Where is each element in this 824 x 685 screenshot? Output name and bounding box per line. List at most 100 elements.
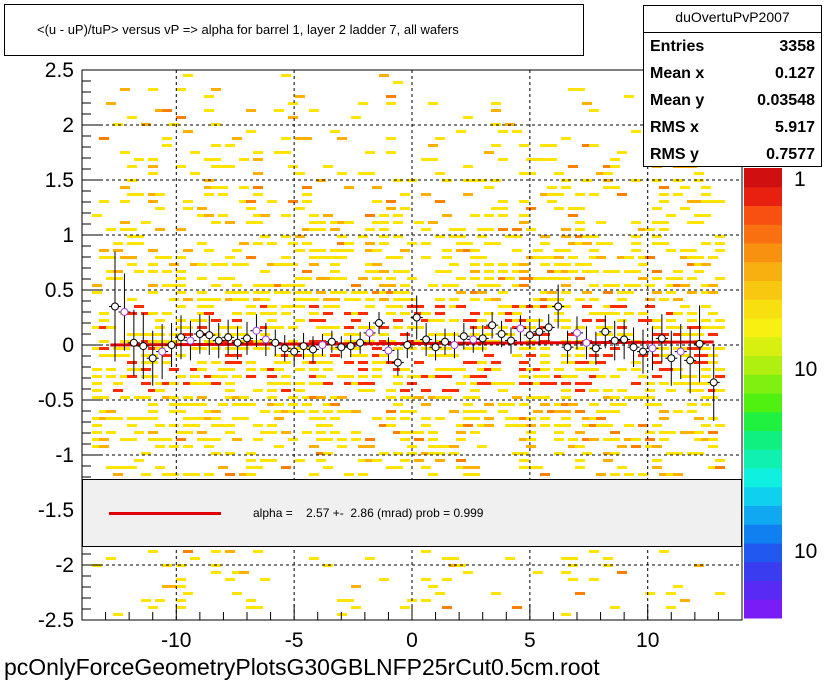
heatmap-cell <box>400 298 410 301</box>
heatmap-cell <box>309 312 319 315</box>
palette-band <box>744 599 782 619</box>
heatmap-cell <box>281 410 291 413</box>
heatmap-cell <box>148 550 158 553</box>
heatmap-cell <box>526 396 536 399</box>
heatmap-cell <box>113 249 123 252</box>
heatmap-cell <box>197 382 207 385</box>
heatmap-cell <box>190 382 200 385</box>
heatmap-cell <box>120 396 130 399</box>
heatmap-cell <box>596 172 606 175</box>
heatmap-cell <box>246 466 256 469</box>
heatmap-cell <box>400 417 410 420</box>
heatmap-cell <box>442 284 452 287</box>
heatmap-cell <box>323 424 333 427</box>
heatmap-cell <box>470 270 480 273</box>
heatmap-cell <box>113 466 123 469</box>
heatmap-cell <box>386 207 396 210</box>
heatmap-cell <box>617 193 627 196</box>
profile-point <box>167 341 176 349</box>
heatmap-cell <box>393 326 403 329</box>
heatmap-cell <box>113 354 123 357</box>
heatmap-cell <box>260 284 270 287</box>
heatmap-cell <box>603 305 613 308</box>
heatmap-cell <box>638 263 648 266</box>
heatmap-cell <box>687 389 697 392</box>
heatmap-cell <box>680 375 690 378</box>
heatmap-cell <box>288 438 298 441</box>
heatmap-cell <box>400 284 410 287</box>
heatmap-cell <box>561 396 571 399</box>
heatmap-cell <box>302 354 312 357</box>
heatmap-cell <box>694 389 704 392</box>
heatmap-cell <box>183 333 193 336</box>
heatmap-cell <box>288 263 298 266</box>
heatmap-cell <box>127 438 137 441</box>
heatmap-cell <box>316 291 326 294</box>
profile-point <box>224 333 233 342</box>
heatmap-cell <box>708 200 718 203</box>
heatmap-cell <box>715 592 725 595</box>
heatmap-cell <box>127 235 137 238</box>
heatmap-cell <box>295 235 305 238</box>
heatmap-cell <box>260 347 270 350</box>
heatmap-cell <box>274 151 284 154</box>
heatmap-cell <box>652 424 662 427</box>
heatmap-cell <box>393 291 403 294</box>
heatmap-cell <box>281 305 291 308</box>
heatmap-cell <box>666 326 676 329</box>
heatmap-cell <box>652 403 662 406</box>
heatmap-cell <box>547 200 557 203</box>
heatmap-cell <box>330 277 340 280</box>
heatmap-cell <box>372 361 382 364</box>
heatmap-cell <box>659 193 669 196</box>
heatmap-cell <box>582 438 592 441</box>
heatmap-cell <box>155 424 165 427</box>
heatmap-cell <box>421 452 431 455</box>
profile-point <box>280 344 289 353</box>
heatmap-cell <box>99 137 109 140</box>
heatmap-cell <box>253 214 263 217</box>
heatmap-cell <box>435 333 445 336</box>
heatmap-cell <box>512 235 522 238</box>
heatmap-cell <box>470 473 480 476</box>
heatmap-cell <box>610 158 620 161</box>
heatmap-cell <box>344 375 354 378</box>
heatmap-cell <box>372 200 382 203</box>
heatmap-cell <box>302 277 312 280</box>
heatmap-cell <box>183 550 193 553</box>
heatmap-cell <box>456 277 466 280</box>
heatmap-cell <box>694 200 704 203</box>
heatmap-cell <box>309 298 319 301</box>
profile-point <box>459 332 468 341</box>
heatmap-cell <box>421 312 431 315</box>
heatmap-cell <box>589 298 599 301</box>
heatmap-cell <box>463 249 473 252</box>
heatmap-cell <box>519 144 529 147</box>
heatmap-cell <box>162 109 172 112</box>
heatmap-cell <box>505 333 515 336</box>
heatmap-cell <box>638 256 648 259</box>
heatmap-cell <box>113 347 123 350</box>
heatmap-cell <box>666 214 676 217</box>
heatmap-cell <box>169 445 179 448</box>
profile-point <box>346 342 355 351</box>
heatmap-cell <box>169 298 179 301</box>
heatmap-cell <box>358 291 368 294</box>
heatmap-cell <box>379 424 389 427</box>
heatmap-cell <box>526 431 536 434</box>
heatmap-cell <box>456 382 466 385</box>
heatmap-cell <box>561 326 571 329</box>
heatmap-cell <box>323 466 333 469</box>
x-tick-label: 0 <box>406 629 418 652</box>
heatmap-cell <box>715 242 725 245</box>
heatmap-cell <box>659 368 669 371</box>
heatmap-cell <box>204 473 214 476</box>
profile-point <box>195 330 204 338</box>
heatmap-cell <box>120 438 130 441</box>
heatmap-cell <box>253 347 263 350</box>
heatmap-cell <box>183 403 193 406</box>
heatmap-cell <box>281 361 291 364</box>
heatmap-cell <box>351 438 361 441</box>
heatmap-cell <box>197 326 207 329</box>
heatmap-cell <box>295 354 305 357</box>
